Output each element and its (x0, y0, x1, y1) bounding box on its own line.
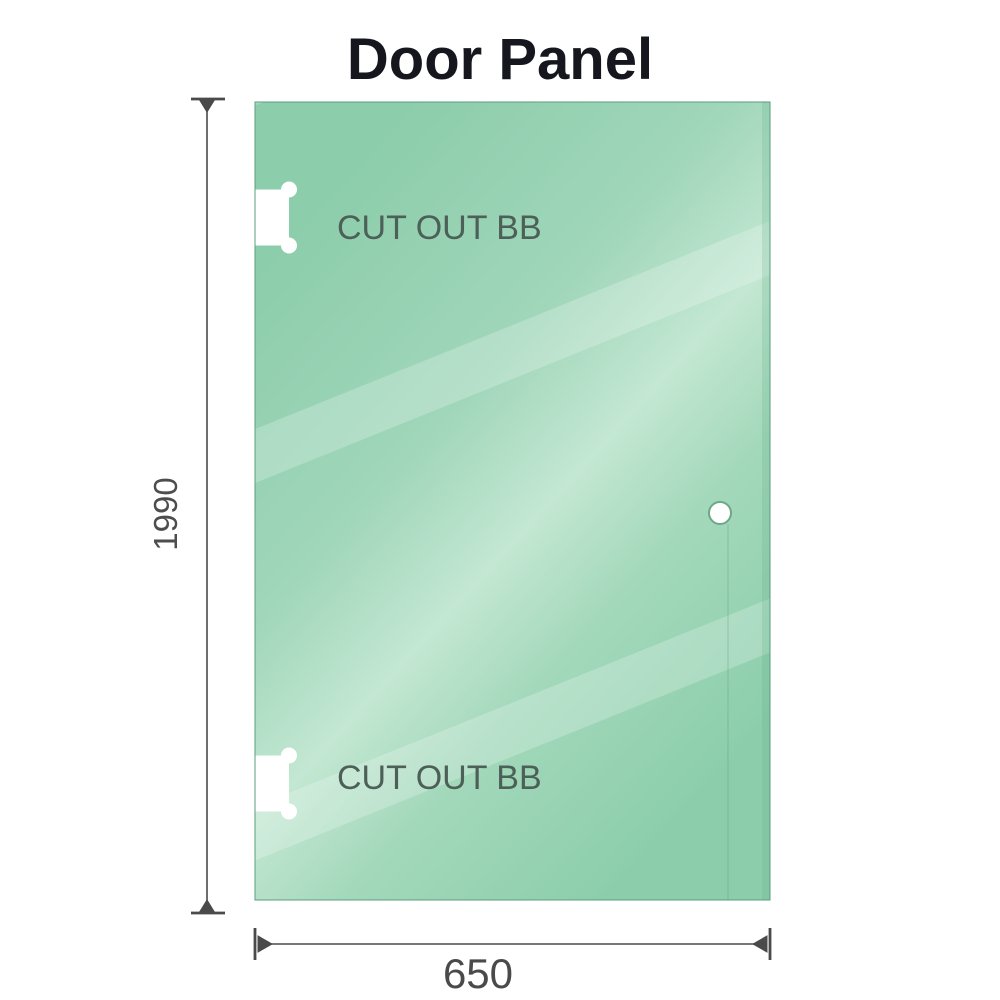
svg-text:CUT OUT BB: CUT OUT BB (337, 209, 542, 247)
svg-text:1990: 1990 (147, 477, 184, 550)
svg-text:650: 650 (443, 950, 513, 997)
svg-text:CUT OUT BB: CUT OUT BB (337, 759, 542, 797)
